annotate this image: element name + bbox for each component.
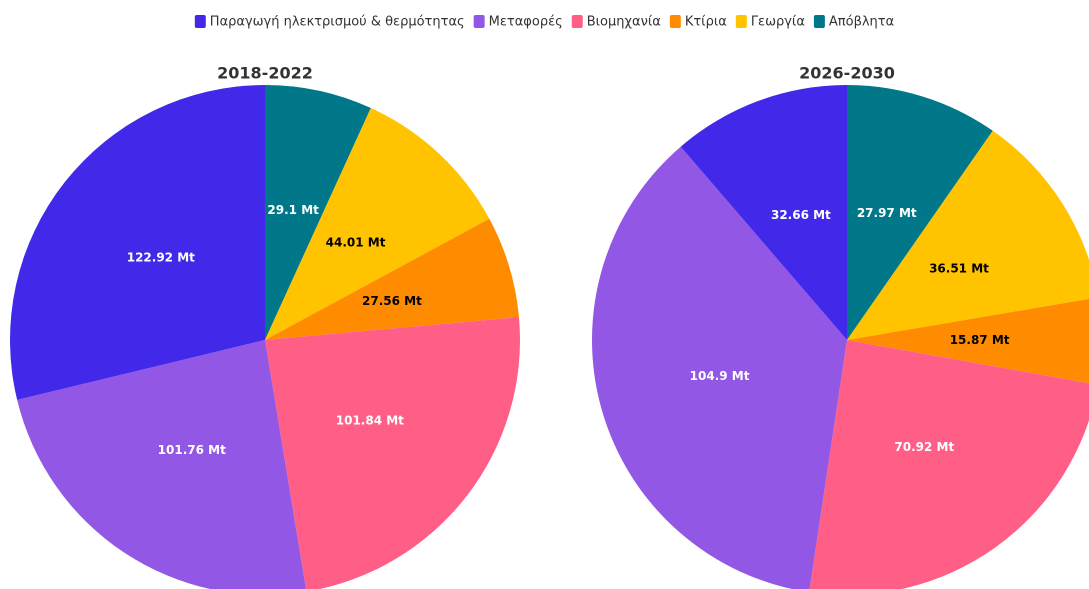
pie-slice [265, 218, 519, 340]
value-label: 36.51 Mt [929, 261, 989, 275]
legend-label: Γεωργία [751, 15, 805, 30]
pie-slice [847, 85, 993, 340]
value-label: 15.87 Mt [950, 333, 1010, 347]
legend: Παραγωγή ηλεκτρισμού & θερμότητας Μεταφορ… [194, 15, 894, 30]
pie-slice [265, 85, 371, 340]
value-label: 29.1 Mt [267, 203, 319, 217]
value-label: 27.97 Mt [857, 206, 917, 220]
chart-title: 2018-2022 [217, 64, 313, 83]
value-label: 27.56 Mt [362, 294, 422, 308]
legend-label: Κτίρια [685, 15, 727, 30]
value-label: 32.66 Mt [771, 208, 831, 222]
legend-label: Μεταφορές [489, 15, 563, 30]
value-label: 122.92 Mt [127, 250, 195, 264]
value-label: 70.92 Mt [894, 440, 954, 454]
pie-slice [809, 340, 1089, 589]
pie-slice [9, 85, 265, 400]
value-label: 101.76 Mt [158, 443, 226, 457]
pie-slice [847, 130, 1089, 340]
pie-slice [17, 340, 306, 589]
pie-slice [265, 108, 490, 340]
legend-swatch [194, 15, 206, 28]
legend-swatch [669, 15, 681, 28]
pie-slice [680, 85, 847, 340]
legend-swatch [571, 15, 583, 28]
chart-title: 2026-2030 [799, 64, 895, 83]
value-label: 44.01 Mt [326, 236, 386, 250]
pie-slice [592, 146, 847, 589]
legend-label: Απόβλητα [829, 15, 894, 30]
pie-slice [847, 298, 1089, 384]
value-label: 104.9 Mt [690, 369, 750, 383]
legend-swatch [813, 15, 825, 28]
legend-swatch [473, 15, 485, 28]
pie-slice [265, 317, 520, 589]
legend-label: Παραγωγή ηλεκτρισμού & θερμότητας [210, 15, 465, 30]
value-label: 101.84 Mt [336, 414, 404, 428]
legend-label: Βιομηχανία [587, 15, 661, 30]
legend-swatch [735, 15, 747, 28]
